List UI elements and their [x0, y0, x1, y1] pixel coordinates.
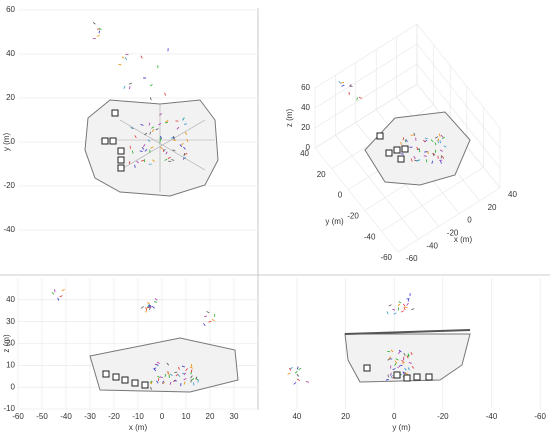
x-tick-label: -40: [426, 241, 438, 250]
x-tick-label: 10: [182, 412, 191, 421]
speck: [357, 97, 358, 100]
x-tick-label: -40: [486, 412, 498, 421]
marker: [394, 372, 400, 378]
x-tick-label: 20: [341, 412, 350, 421]
x-axis-label: x (m): [454, 235, 473, 244]
x-tick-label: -60: [12, 412, 24, 421]
marker: [394, 147, 400, 153]
y-tick-label: 40: [6, 49, 15, 58]
speck: [135, 165, 136, 168]
marker: [118, 165, 124, 171]
y-tick-label: -60: [380, 253, 392, 262]
marker: [364, 365, 370, 371]
x-tick-label: -60: [406, 254, 418, 263]
marker: [142, 382, 148, 388]
z-tick-label: 20: [301, 123, 310, 132]
x-tick-label: 20: [488, 203, 497, 212]
marker: [386, 150, 392, 156]
z-tick-label: 40: [301, 103, 310, 112]
x-axis-label: x (m): [129, 423, 148, 432]
x-tick-label: 40: [292, 412, 301, 421]
y-tick-label: 30: [6, 317, 15, 326]
marker: [398, 156, 404, 162]
marker: [118, 157, 124, 163]
speck: [388, 374, 389, 377]
marker: [102, 138, 108, 144]
z-tick-label: 0: [306, 143, 311, 152]
y-tick-label: 0: [11, 137, 16, 146]
y-tick-label: 0: [338, 191, 343, 200]
x-tick-label: 20: [206, 412, 215, 421]
marker: [414, 374, 420, 380]
y-axis-label: z (m): [2, 334, 11, 353]
marker: [404, 375, 410, 381]
marker: [110, 138, 116, 144]
speck: [419, 149, 420, 152]
y-axis-label: y (m): [325, 217, 344, 226]
y-tick-label: 60: [6, 5, 15, 14]
marker: [118, 148, 124, 154]
x-tick-label: 0: [392, 412, 397, 421]
x-tick-label: -20: [437, 412, 449, 421]
x-tick-label: 0: [160, 412, 165, 421]
y-tick-label: -20: [347, 212, 359, 221]
y-tick-label: -40: [364, 232, 376, 241]
x-tick-label: -10: [132, 412, 144, 421]
speck: [154, 302, 157, 303]
z-tick-label: 60: [301, 83, 310, 92]
x-tick-label: -50: [36, 412, 48, 421]
marker: [103, 371, 109, 377]
x-axis-label: y (m): [392, 423, 411, 432]
x-tick-label: -60: [534, 412, 546, 421]
x-tick-label: 40: [508, 190, 517, 199]
marker: [132, 380, 138, 386]
x-tick-label: 30: [230, 412, 239, 421]
y-tick-label: 0: [11, 382, 16, 391]
x-tick-label: 0: [467, 216, 472, 225]
x-tick-label: -30: [84, 412, 96, 421]
marker: [112, 110, 118, 116]
y-tick-label: -40: [3, 225, 15, 234]
y-tick-label: 40: [6, 295, 15, 304]
y-tick-label: 20: [6, 93, 15, 102]
y-axis-label: y (m): [2, 133, 11, 152]
marker: [426, 374, 432, 380]
z-axis-label: z (m): [285, 109, 294, 128]
marker: [113, 374, 119, 380]
marker: [377, 133, 383, 139]
x-tick-label: -40: [60, 412, 72, 421]
x-tick-label: -20: [108, 412, 120, 421]
y-tick-label: 20: [317, 170, 326, 179]
marker: [122, 377, 128, 383]
speck: [341, 82, 344, 83]
y-tick-label: -20: [3, 181, 15, 190]
marker: [402, 146, 408, 152]
y-tick-label: 10: [6, 360, 15, 369]
